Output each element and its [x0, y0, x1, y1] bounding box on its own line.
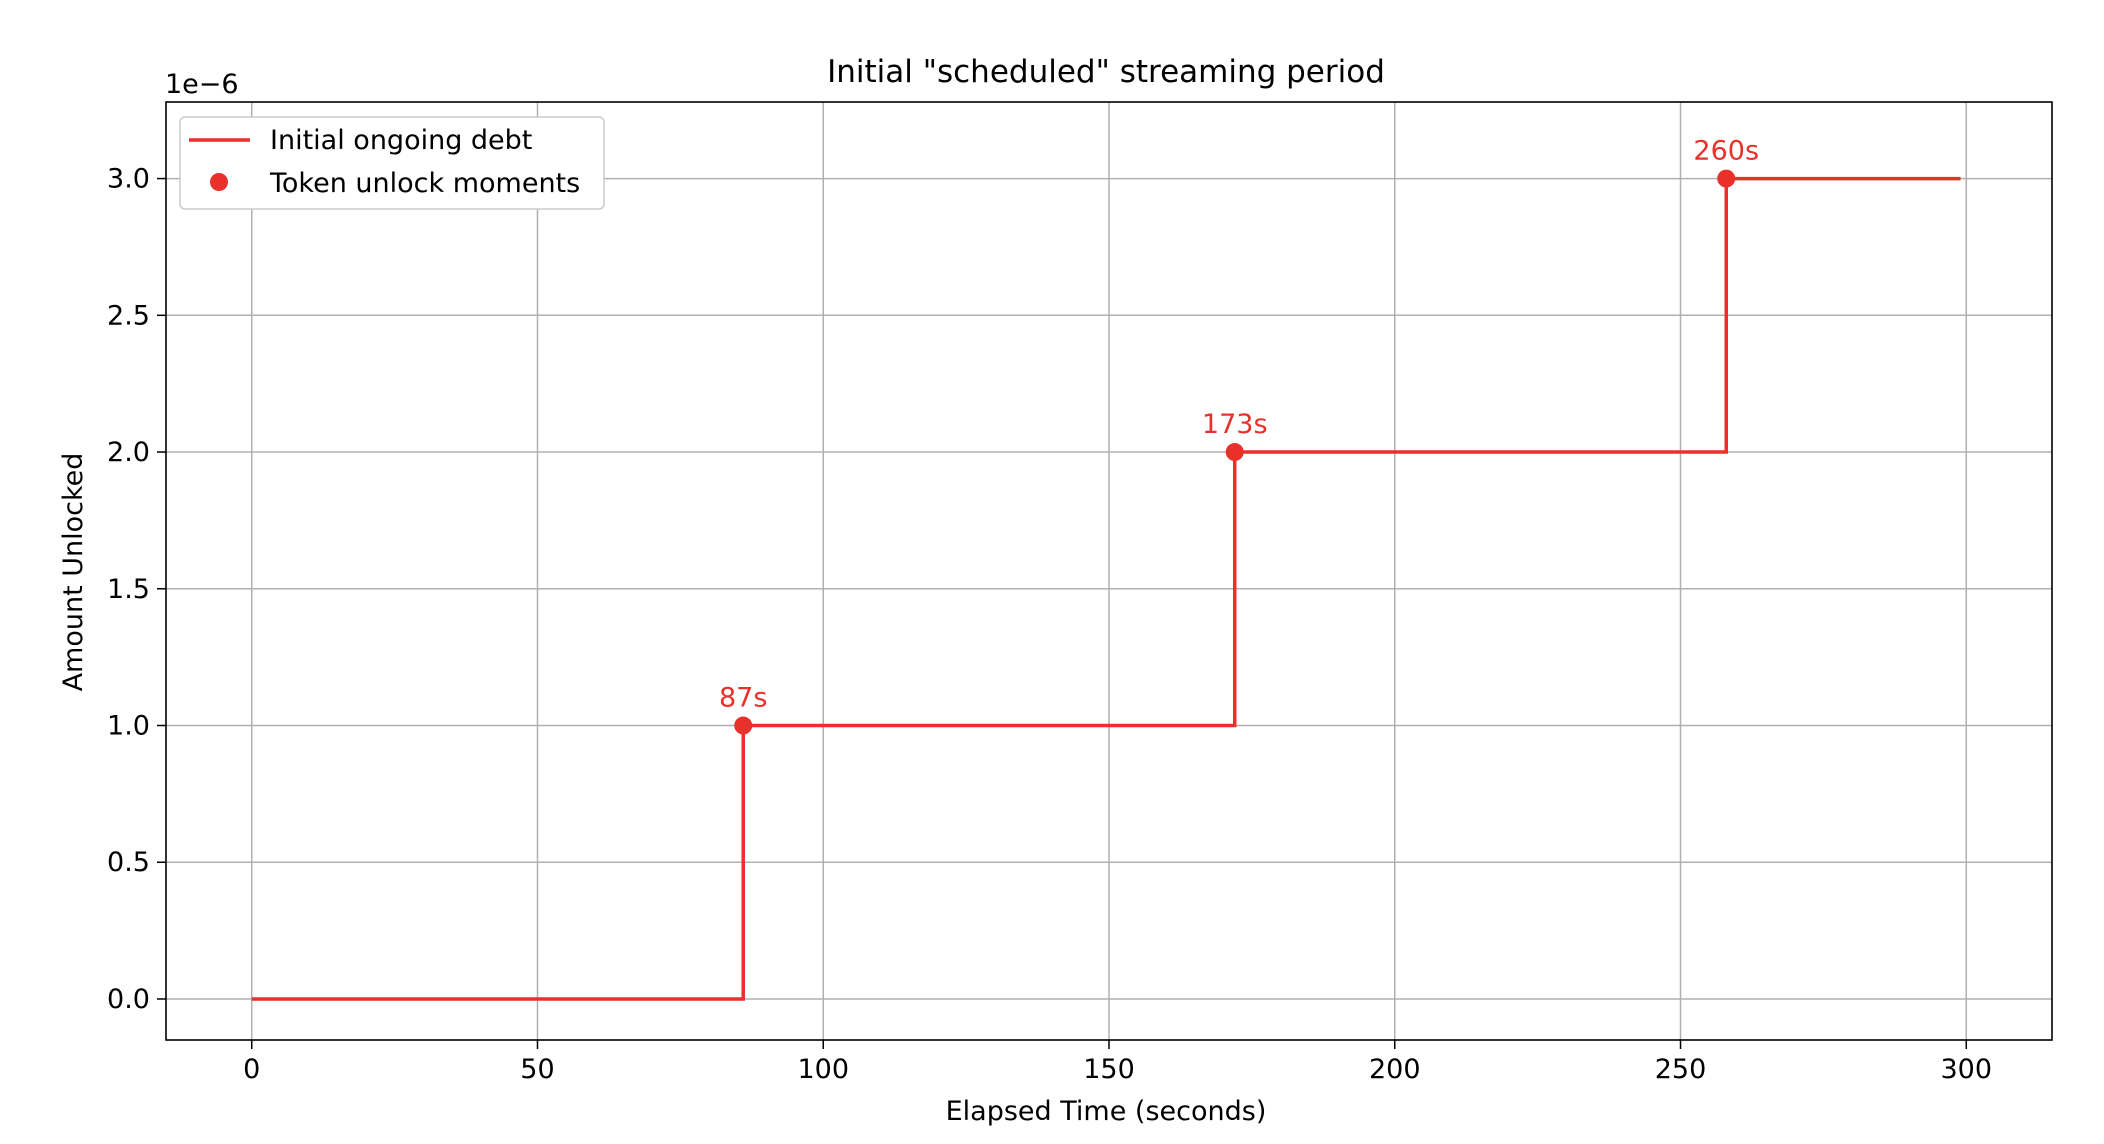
y-tick-label: 0.0 [107, 984, 150, 1015]
series-layer [251, 169, 1961, 1001]
x-tick-label: 250 [1655, 1054, 1707, 1085]
legend-marker-swatch [210, 173, 228, 191]
unlock-point [1225, 443, 1244, 462]
y-tick-label: 0.5 [107, 847, 150, 878]
y-tick-label: 1.5 [107, 574, 150, 605]
unlock-point-label: 173s [1202, 409, 1268, 440]
y-tick-label: 2.0 [107, 437, 150, 468]
x-tick-label: 150 [1083, 1054, 1135, 1085]
y-axis-label: Amount Unlocked [58, 453, 89, 692]
x-tick-label: 300 [1940, 1054, 1992, 1085]
x-axis-label: Elapsed Time (seconds) [946, 1096, 1267, 1127]
y-scale-offset: 1e−6 [165, 69, 239, 100]
unlock-point [734, 716, 753, 735]
y-tick-label: 1.0 [107, 711, 150, 742]
chart-title: Initial "scheduled" streaming period [827, 54, 1385, 90]
unlock-point-label: 87s [719, 683, 767, 714]
ticks: 0 50 100 150 200 250 300 0.0 0.5 1.0 1.5 2.0 2.5 3.0 [107, 164, 1992, 1085]
legend: Initial ongoing debt Token unlock moment… [179, 116, 605, 210]
legend-box [179, 116, 605, 210]
x-tick-label: 200 [1369, 1054, 1421, 1085]
legend-label-unlocks: Token unlock moments [269, 168, 580, 199]
y-tick-label: 2.5 [107, 300, 150, 331]
unlock-point [1717, 169, 1736, 188]
unlock-point-label: 260s [1693, 136, 1759, 167]
point-annotations: 87s 173s 260s [719, 136, 1759, 714]
x-tick-label: 0 [243, 1054, 260, 1085]
x-tick-label: 100 [797, 1054, 849, 1085]
grid [166, 102, 2052, 1040]
legend-label-debt: Initial ongoing debt [270, 125, 532, 156]
x-tick-label: 50 [520, 1054, 554, 1085]
debt-step-line [251, 176, 1961, 1001]
y-tick-label: 3.0 [107, 164, 150, 195]
